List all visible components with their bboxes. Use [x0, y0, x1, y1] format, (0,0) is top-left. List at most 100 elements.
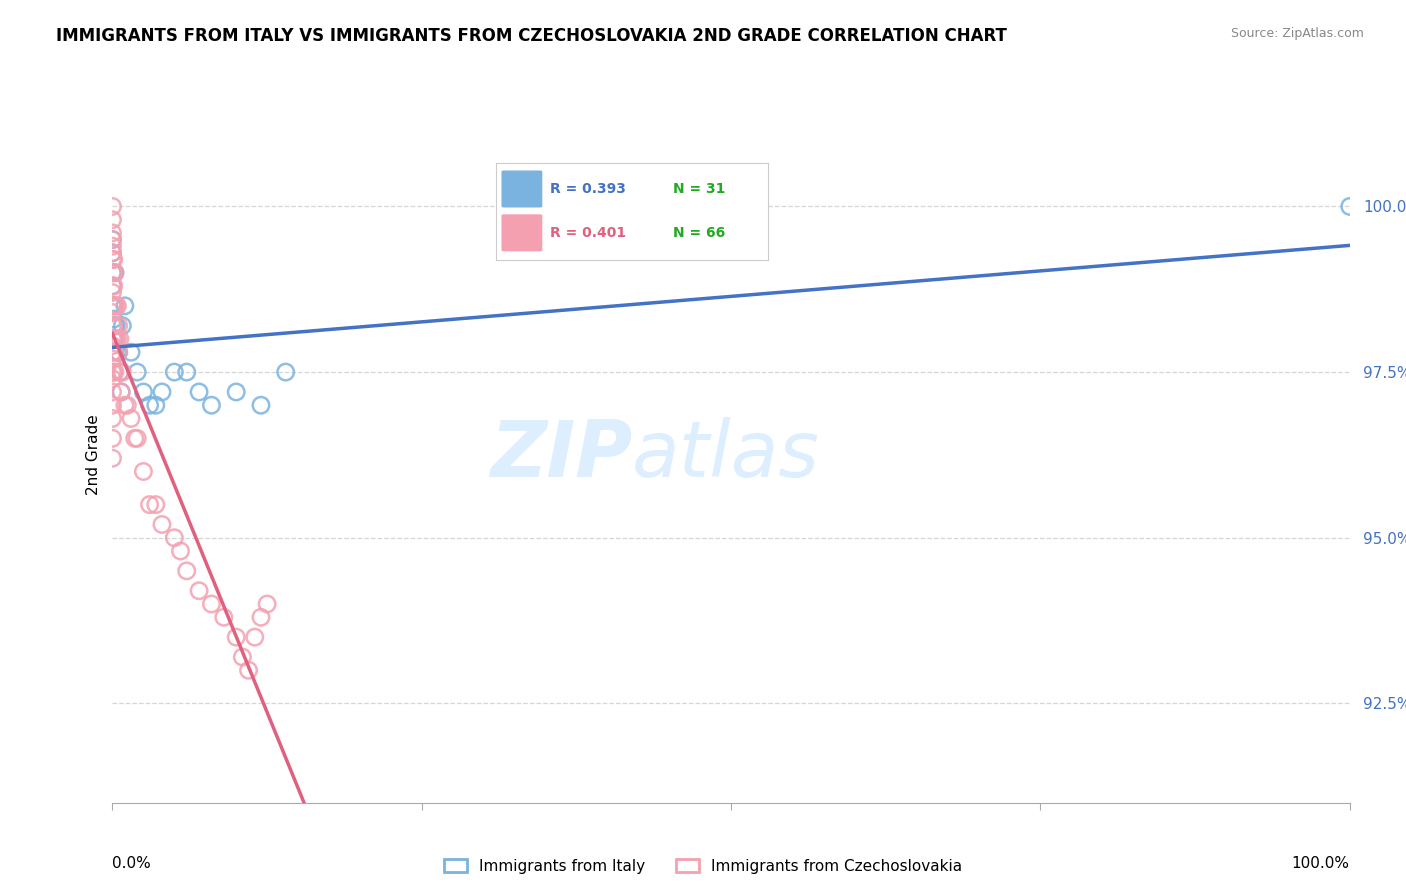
Point [163, 531, 186, 545]
Point [101, 279, 124, 293]
Point [225, 630, 247, 644]
Point [163, 365, 186, 379]
Point [101, 233, 124, 247]
Point [101, 245, 124, 260]
Point [107, 299, 129, 313]
Point [176, 564, 198, 578]
Point [104, 332, 127, 346]
Legend: Immigrants from Italy, Immigrants from Czechoslovakia: Immigrants from Italy, Immigrants from C… [437, 853, 969, 880]
Point [104, 318, 127, 333]
Point [101, 431, 124, 445]
Point [250, 610, 273, 624]
Point [101, 285, 124, 300]
Point [108, 332, 131, 346]
Point [110, 384, 132, 399]
Point [110, 384, 132, 399]
Point [103, 365, 125, 379]
Point [103, 332, 125, 346]
Point [150, 384, 173, 399]
Point [107, 332, 129, 346]
Point [107, 318, 129, 333]
Point [225, 384, 247, 399]
Point [101, 245, 124, 260]
Point [101, 233, 124, 247]
Point [117, 398, 139, 412]
Point [120, 411, 142, 425]
Point [145, 398, 167, 412]
Point [104, 266, 127, 280]
Point [250, 398, 273, 412]
Point [114, 299, 136, 313]
Point [101, 318, 124, 333]
Point [103, 299, 125, 313]
Text: atlas: atlas [633, 417, 820, 493]
Point [212, 610, 235, 624]
Point [101, 345, 124, 359]
Point [107, 345, 129, 359]
Point [103, 345, 125, 359]
Point [132, 465, 155, 479]
Point [103, 279, 125, 293]
Point [105, 318, 128, 333]
Point [101, 451, 124, 466]
Text: N = 31: N = 31 [673, 182, 725, 196]
Point [101, 372, 124, 386]
Point [243, 630, 266, 644]
Y-axis label: 2nd Grade: 2nd Grade [86, 415, 101, 495]
Point [107, 345, 129, 359]
Point [104, 299, 127, 313]
Point [101, 305, 124, 319]
Point [101, 266, 124, 280]
Point [132, 384, 155, 399]
Point [101, 239, 124, 253]
Point [274, 365, 297, 379]
Point [108, 365, 131, 379]
Point [1339, 199, 1361, 213]
Point [101, 365, 124, 379]
Point [101, 266, 124, 280]
Point [101, 332, 124, 346]
Text: R = 0.393: R = 0.393 [551, 182, 626, 196]
Point [101, 252, 124, 267]
Point [200, 398, 222, 412]
Text: R = 0.401: R = 0.401 [551, 226, 627, 240]
Point [103, 318, 125, 333]
Point [104, 266, 127, 280]
Point [200, 597, 222, 611]
Point [138, 398, 160, 412]
Point [101, 299, 124, 313]
Point [101, 199, 124, 213]
Point [111, 365, 134, 379]
Point [176, 365, 198, 379]
Point [256, 597, 278, 611]
Point [145, 498, 167, 512]
Text: IMMIGRANTS FROM ITALY VS IMMIGRANTS FROM CZECHOSLOVAKIA 2ND GRADE CORRELATION CH: IMMIGRANTS FROM ITALY VS IMMIGRANTS FROM… [56, 27, 1007, 45]
Point [124, 431, 146, 445]
Point [107, 345, 129, 359]
Point [238, 663, 260, 677]
Point [103, 299, 125, 313]
Point [103, 312, 125, 326]
Point [188, 583, 211, 598]
Point [101, 226, 124, 240]
Point [105, 332, 128, 346]
Point [105, 299, 128, 313]
Point [101, 279, 124, 293]
Point [138, 498, 160, 512]
Point [127, 365, 149, 379]
Point [101, 338, 124, 352]
Point [188, 384, 211, 399]
Point [104, 365, 127, 379]
Text: Source: ZipAtlas.com: Source: ZipAtlas.com [1230, 27, 1364, 40]
Point [120, 345, 142, 359]
Text: N = 66: N = 66 [673, 226, 725, 240]
Point [127, 431, 149, 445]
Point [169, 544, 191, 558]
Text: 0.0%: 0.0% [112, 855, 152, 871]
FancyBboxPatch shape [502, 170, 543, 208]
Point [231, 650, 253, 665]
FancyBboxPatch shape [502, 214, 543, 252]
Point [101, 384, 124, 399]
Text: 100.0%: 100.0% [1292, 855, 1350, 871]
Point [101, 351, 124, 366]
